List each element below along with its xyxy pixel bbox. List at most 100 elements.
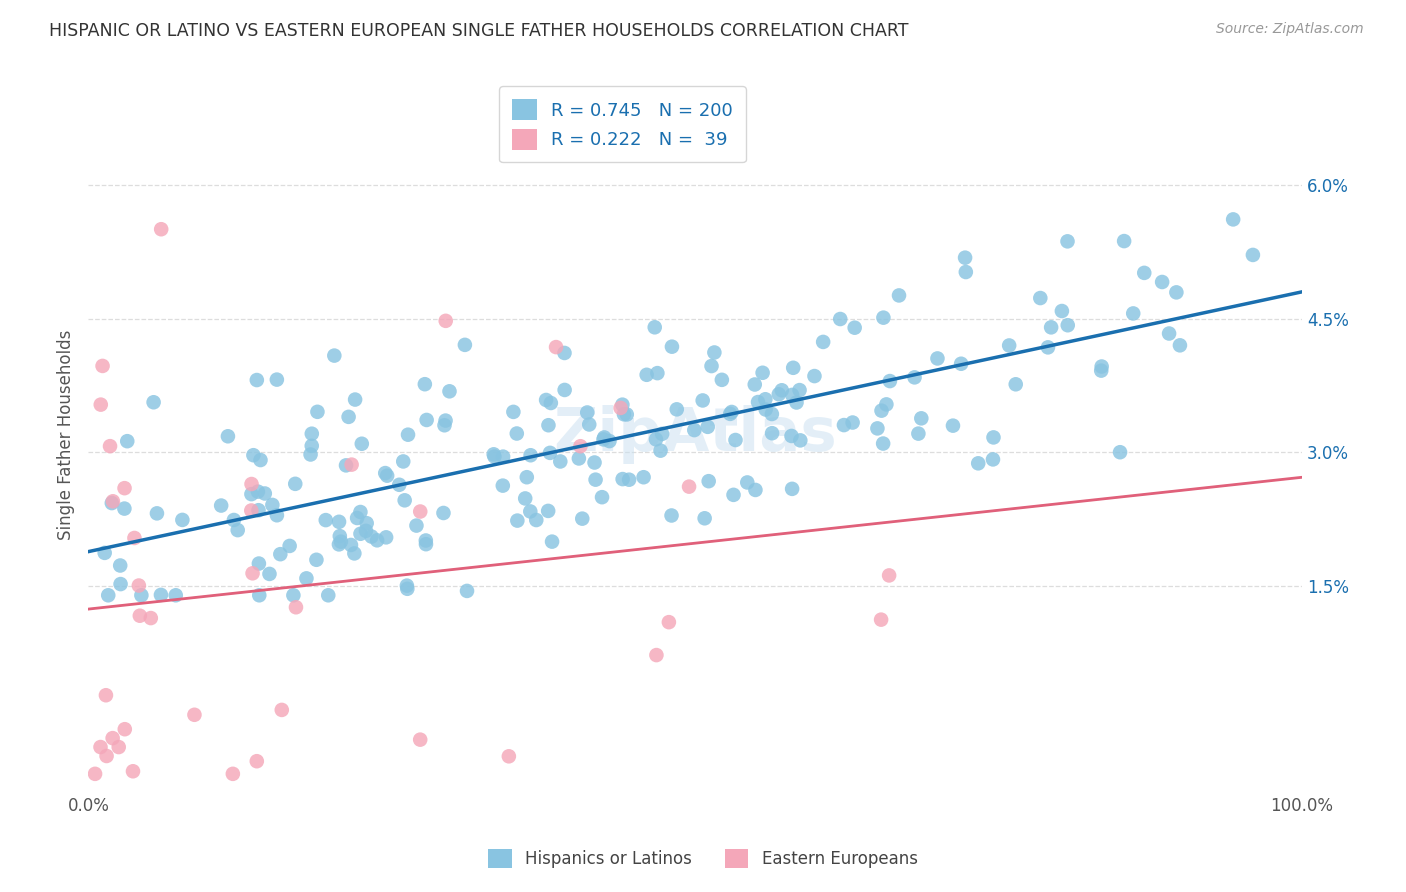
Point bbox=[1056, 318, 1078, 333]
Point bbox=[519, 448, 541, 462]
Point bbox=[108, 558, 131, 573]
Point bbox=[1056, 235, 1078, 249]
Point bbox=[661, 340, 683, 354]
Point bbox=[114, 722, 136, 736]
Point bbox=[484, 450, 506, 464]
Point bbox=[101, 496, 124, 510]
Point bbox=[492, 450, 515, 464]
Point bbox=[139, 611, 162, 625]
Point bbox=[97, 588, 120, 602]
Point bbox=[735, 475, 758, 490]
Point bbox=[498, 749, 520, 764]
Point bbox=[516, 470, 538, 484]
Point bbox=[94, 688, 117, 702]
Point bbox=[432, 506, 454, 520]
Point bbox=[967, 456, 990, 470]
Point bbox=[1168, 338, 1191, 352]
Point bbox=[366, 533, 388, 548]
Point bbox=[910, 411, 932, 425]
Point bbox=[1122, 306, 1144, 320]
Point bbox=[665, 402, 688, 417]
Point bbox=[515, 491, 537, 506]
Point bbox=[299, 448, 322, 462]
Point bbox=[569, 439, 592, 453]
Point bbox=[872, 436, 894, 450]
Point bbox=[710, 373, 733, 387]
Point bbox=[346, 511, 368, 525]
Point bbox=[875, 397, 897, 411]
Point bbox=[747, 395, 769, 409]
Point bbox=[253, 486, 276, 500]
Point bbox=[112, 501, 135, 516]
Point bbox=[768, 387, 790, 401]
Point bbox=[242, 448, 264, 462]
Point bbox=[172, 513, 194, 527]
Point bbox=[744, 483, 766, 497]
Point bbox=[537, 504, 560, 518]
Point bbox=[519, 504, 541, 518]
Point bbox=[226, 523, 249, 537]
Point bbox=[328, 515, 350, 529]
Point bbox=[780, 482, 803, 496]
Point bbox=[540, 396, 562, 410]
Point bbox=[534, 392, 557, 407]
Point bbox=[301, 426, 323, 441]
Point bbox=[506, 514, 529, 528]
Point bbox=[110, 577, 132, 591]
Point bbox=[841, 416, 863, 430]
Point bbox=[554, 383, 576, 397]
Point bbox=[578, 417, 600, 432]
Point bbox=[240, 503, 263, 517]
Point bbox=[645, 648, 668, 662]
Point bbox=[644, 320, 666, 334]
Point bbox=[550, 454, 572, 468]
Point bbox=[90, 398, 112, 412]
Point bbox=[247, 503, 270, 517]
Point bbox=[1133, 266, 1156, 280]
Point bbox=[316, 588, 339, 602]
Point bbox=[789, 383, 811, 397]
Point bbox=[142, 395, 165, 409]
Point bbox=[107, 740, 129, 755]
Point bbox=[360, 530, 382, 544]
Point bbox=[950, 357, 973, 371]
Point bbox=[1109, 445, 1132, 459]
Point bbox=[598, 434, 620, 448]
Point bbox=[415, 413, 437, 427]
Point bbox=[780, 388, 803, 402]
Point bbox=[832, 418, 855, 433]
Point bbox=[616, 408, 638, 422]
Point bbox=[246, 373, 269, 387]
Point bbox=[266, 508, 288, 523]
Point bbox=[754, 392, 776, 407]
Point bbox=[1090, 363, 1112, 377]
Point bbox=[942, 418, 965, 433]
Point bbox=[998, 338, 1021, 352]
Point bbox=[354, 524, 377, 538]
Point bbox=[1091, 359, 1114, 374]
Point bbox=[392, 454, 415, 468]
Point bbox=[887, 288, 910, 302]
Y-axis label: Single Father Households: Single Father Households bbox=[58, 329, 75, 540]
Point bbox=[803, 369, 825, 384]
Point bbox=[266, 373, 288, 387]
Point bbox=[537, 418, 560, 433]
Point bbox=[751, 366, 773, 380]
Point bbox=[415, 533, 437, 548]
Point bbox=[1040, 320, 1063, 334]
Point bbox=[1157, 326, 1180, 341]
Point bbox=[1036, 340, 1059, 354]
Point bbox=[124, 531, 146, 545]
Point bbox=[830, 312, 852, 326]
Point bbox=[568, 451, 591, 466]
Point bbox=[285, 600, 308, 615]
Point bbox=[1241, 248, 1264, 262]
Point bbox=[165, 588, 187, 602]
Point bbox=[315, 513, 337, 527]
Point bbox=[591, 490, 613, 504]
Legend: R = 0.745   N = 200, R = 0.222   N =  39: R = 0.745 N = 200, R = 0.222 N = 39 bbox=[499, 87, 745, 162]
Point bbox=[283, 588, 305, 602]
Point bbox=[246, 484, 269, 499]
Point bbox=[222, 767, 245, 781]
Point bbox=[122, 764, 145, 779]
